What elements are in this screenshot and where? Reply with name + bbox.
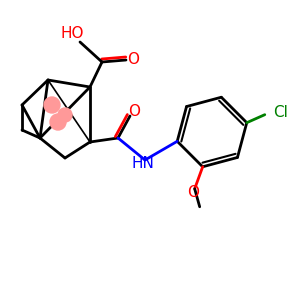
Circle shape	[58, 108, 72, 122]
Text: HN: HN	[132, 157, 154, 172]
Text: O: O	[127, 52, 139, 68]
Circle shape	[50, 114, 66, 130]
Circle shape	[44, 97, 60, 113]
Text: O: O	[128, 104, 140, 119]
Text: HO: HO	[60, 26, 84, 41]
Text: Cl: Cl	[273, 105, 288, 120]
Text: O: O	[187, 185, 199, 200]
